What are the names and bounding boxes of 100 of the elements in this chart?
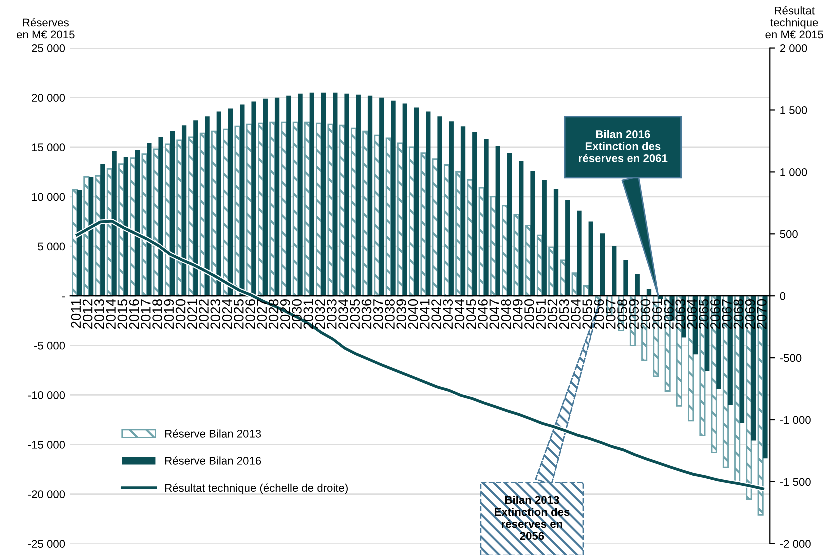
x-tick-label: 2046 (478, 299, 488, 330)
bar (316, 122, 322, 297)
bar (270, 122, 276, 297)
x-tick-label: 2023 (210, 299, 221, 330)
bar (426, 112, 431, 296)
x-tick-label: 2040 (408, 299, 418, 330)
annotation: Bilan 2016 Extinction des réserves en 2061 (579, 130, 668, 162)
x-tick-label: 2070 (757, 299, 767, 330)
bar (350, 128, 358, 297)
y-tick-label: 10 000 (32, 193, 66, 202)
bar (380, 98, 384, 296)
y2-tick-label: -1 500 (780, 478, 811, 486)
x-tick-label: 2045 (466, 299, 476, 330)
bar (588, 222, 594, 296)
y-tick-label: -25 000 (28, 540, 66, 548)
bar (333, 92, 338, 296)
y-tick-label: - (62, 296, 66, 298)
x-tick-label: 2061 (652, 300, 662, 330)
bar (310, 92, 314, 296)
x-tick-label: 2015 (118, 299, 128, 330)
x-tick-label: 2025 (234, 299, 244, 330)
x-tick-label: 2011 (71, 300, 82, 328)
bar (368, 96, 373, 296)
x-tick-label: 2019 (164, 300, 174, 330)
bar (286, 96, 292, 296)
bar (635, 274, 640, 296)
bar (402, 104, 408, 296)
bar (577, 210, 582, 296)
bar (502, 205, 508, 297)
x-tick-label: 2014 (106, 299, 116, 330)
x-tick-label: 2059 (629, 300, 640, 330)
x-tick-label: 2037 (373, 300, 384, 330)
bar (507, 153, 512, 296)
x-tick-label: 2030 (292, 299, 302, 330)
bar (374, 134, 380, 297)
bar (414, 108, 420, 296)
x-tick-label: 2021 (187, 300, 198, 330)
x-tick-label: 2018 (152, 299, 162, 330)
x-tick-label: 2054 (571, 299, 581, 330)
legend-label: Réserve Bilan 2016 (166, 456, 262, 465)
y2-tick-label: 0 (780, 292, 786, 300)
bar (321, 92, 326, 296)
x-tick-label: 2022 (199, 300, 209, 330)
bar (456, 171, 462, 297)
bar (328, 124, 334, 297)
x-tick-label: 2058 (618, 299, 628, 330)
x-tick-label: 2038 (385, 299, 395, 330)
x-tick-label: 2060 (640, 299, 651, 330)
bar (449, 122, 454, 296)
bar (624, 260, 628, 296)
x-tick-label: 2034 (338, 299, 348, 330)
y2-tick-label: -2 000 (780, 540, 811, 548)
x-tick-label: 2065 (698, 299, 709, 330)
bar (484, 139, 489, 296)
x-tick-label: 2069 (745, 300, 756, 330)
x-tick-label: 2012 (82, 300, 93, 330)
x-tick-label: 2051 (536, 300, 546, 330)
x-tick-label: 2064 (687, 299, 698, 330)
x-tick-label: 2063 (676, 299, 686, 330)
bar (409, 146, 416, 297)
y2-tick-label: 1 500 (780, 106, 808, 114)
bar (600, 234, 606, 296)
x-tick-label: 2013 (94, 299, 104, 330)
x-tick-label: 2068 (734, 299, 744, 330)
x-tick-label: 2026 (246, 299, 256, 330)
x-tick-label: 2036 (362, 299, 372, 330)
bar (490, 196, 497, 297)
y2-tick-label: 500 (780, 230, 798, 238)
x-tick-label: 2043 (443, 299, 454, 330)
x-tick-label: 2035 (350, 299, 360, 330)
bar (344, 94, 350, 296)
x-tick-label: 2066 (710, 299, 720, 330)
bar (496, 146, 500, 296)
y-tick-label: -20 000 (28, 490, 66, 498)
bar (438, 116, 442, 296)
y-tick-label: -15 000 (28, 441, 66, 449)
x-tick-label: 2028 (268, 299, 279, 330)
x-tick-label: 2044 (454, 299, 465, 330)
y-tick-label: -5 000 (34, 342, 66, 350)
x-tick-label: 2029 (280, 300, 290, 330)
legend-label: Résultat technique (échelle de droite) (166, 484, 348, 494)
bar (263, 98, 268, 296)
bar (391, 100, 396, 296)
bar (566, 200, 570, 296)
bar (646, 289, 652, 296)
x-tick-label: 2032 (315, 300, 326, 330)
x-tick-label: 2067 (722, 300, 732, 330)
x-tick-label: 2031 (304, 300, 314, 330)
bar (397, 142, 404, 297)
bar (536, 234, 543, 297)
x-tick-label: 2033 (326, 299, 337, 330)
y2-tick-label: -1 000 (780, 416, 811, 424)
bar (444, 164, 450, 297)
y2-tick-label: -500 (780, 354, 802, 362)
y-tick-label: -10 000 (28, 391, 66, 400)
x-tick-label: 2049 (512, 300, 523, 330)
y2-axis-title: Résultat technique en M€ 2015 (766, 6, 824, 39)
x-tick-label: 2050 (524, 299, 534, 330)
x-tick-label: 2020 (176, 299, 186, 330)
x-tick-label: 2055 (582, 299, 593, 330)
